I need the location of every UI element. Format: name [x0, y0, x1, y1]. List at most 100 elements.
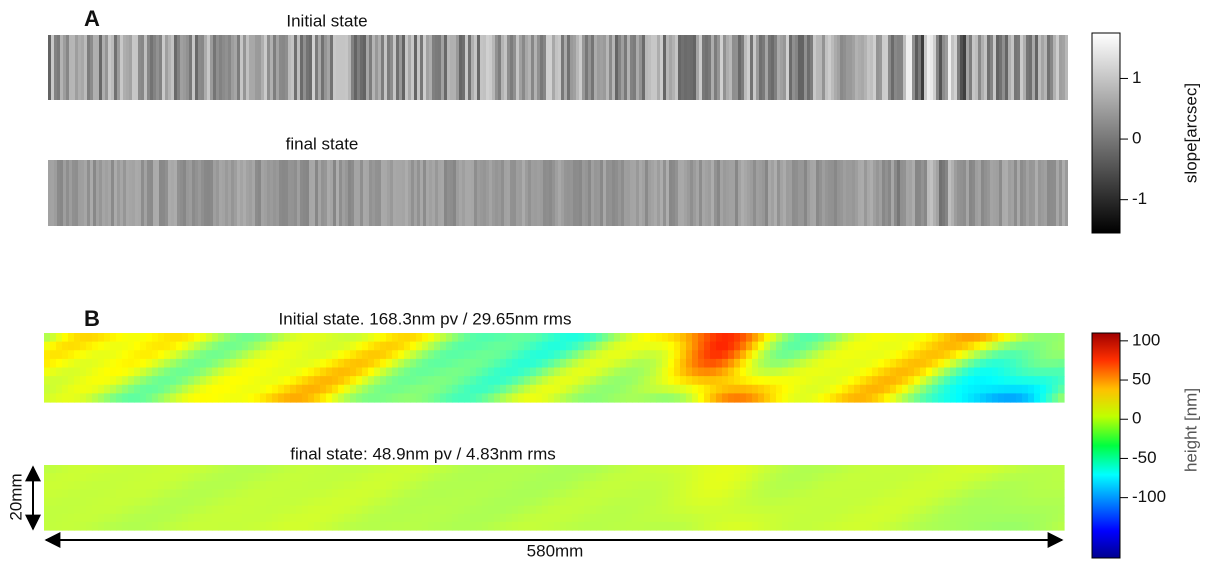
colorbar-tick-label: -1 — [1132, 189, 1147, 208]
map-pixel — [938, 498, 945, 507]
map-pixel — [878, 498, 885, 507]
map-pixel — [1034, 506, 1041, 515]
map-pixel — [146, 359, 153, 368]
map-pixel — [860, 359, 867, 368]
map-pixel — [380, 489, 387, 498]
map-pixel — [278, 359, 285, 368]
map-pixel — [338, 342, 345, 351]
map-pixel — [702, 35, 705, 100]
map-pixel — [794, 522, 801, 531]
map-pixel — [578, 333, 585, 342]
map-pixel — [132, 35, 135, 100]
map-pixel — [788, 522, 795, 531]
map-pixel — [326, 342, 333, 351]
map-pixel — [158, 514, 165, 523]
map-pixel — [524, 350, 531, 359]
map-pixel — [230, 498, 237, 507]
map-pixel — [614, 376, 621, 385]
map-pixel — [536, 522, 543, 531]
map-pixel — [584, 506, 591, 515]
map-pixel — [890, 359, 897, 368]
map-pixel — [318, 160, 321, 226]
map-pixel — [942, 35, 945, 100]
map-pixel — [512, 506, 519, 515]
map-pixel — [576, 160, 579, 226]
map-pixel — [968, 359, 975, 368]
map-pixel — [434, 522, 441, 531]
map-pixel — [866, 481, 873, 490]
map-pixel — [446, 498, 453, 507]
map-pixel — [914, 385, 921, 394]
map-pixel — [776, 376, 783, 385]
map-pixel — [68, 473, 75, 482]
map-pixel — [1052, 342, 1059, 351]
map-pixel — [452, 522, 459, 531]
map-pixel — [440, 376, 447, 385]
map-pixel — [1028, 350, 1035, 359]
map-pixel — [536, 342, 543, 351]
map-pixel — [140, 481, 147, 490]
map-pixel — [344, 522, 351, 531]
map-pixel — [1040, 350, 1047, 359]
map-pixel — [69, 160, 72, 226]
map-pixel — [825, 35, 828, 100]
map-pixel — [132, 160, 135, 226]
map-pixel — [716, 514, 723, 523]
map-pixel — [398, 359, 405, 368]
map-pixel — [738, 160, 741, 226]
map-pixel — [956, 514, 963, 523]
map-pixel — [998, 333, 1005, 342]
map-pixel — [704, 489, 711, 498]
map-pixel — [470, 522, 477, 531]
map-pixel — [747, 35, 750, 100]
map-pixel — [482, 514, 489, 523]
map-pixel — [908, 465, 915, 474]
map-pixel — [680, 368, 687, 377]
map-pixel — [696, 35, 699, 100]
map-pixel — [542, 514, 549, 523]
map-pixel — [878, 385, 885, 394]
map-pixel — [980, 368, 987, 377]
map-pixel — [488, 376, 495, 385]
map-pixel — [266, 342, 273, 351]
map-pixel — [915, 35, 918, 100]
map-pixel — [129, 35, 132, 100]
map-pixel — [410, 514, 417, 523]
map-pixel — [656, 522, 663, 531]
map-pixel — [638, 368, 645, 377]
map-pixel — [812, 489, 819, 498]
map-pixel — [362, 489, 369, 498]
map-pixel — [938, 393, 945, 402]
map-pixel — [764, 350, 771, 359]
map-pixel — [842, 514, 849, 523]
map-pixel — [1010, 350, 1017, 359]
map-pixel — [806, 489, 813, 498]
map-pixel — [878, 376, 885, 385]
map-pixel — [80, 342, 87, 351]
map-pixel — [998, 489, 1005, 498]
map-pixel — [248, 489, 255, 498]
colorbar-label: height [nm] — [1181, 388, 1200, 472]
map-pixel — [488, 385, 495, 394]
map-pixel — [170, 385, 177, 394]
map-pixel — [134, 368, 141, 377]
map-pixel — [432, 35, 435, 100]
map-pixel — [698, 506, 705, 515]
map-pixel — [662, 465, 669, 474]
map-pixel — [248, 350, 255, 359]
map-pixel — [300, 160, 303, 226]
map-pixel — [1034, 498, 1041, 507]
map-pixel — [416, 506, 423, 515]
map-pixel — [476, 359, 483, 368]
map-pixel — [458, 465, 465, 474]
map-pixel — [618, 160, 621, 226]
map-pixel — [1028, 359, 1035, 368]
map-pixel — [1022, 498, 1029, 507]
map-pixel — [230, 368, 237, 377]
map-pixel — [92, 350, 99, 359]
map-pixel — [878, 473, 885, 482]
map-pixel — [362, 385, 369, 394]
map-pixel — [600, 160, 603, 226]
map-pixel — [80, 473, 87, 482]
map-pixel — [846, 160, 849, 226]
